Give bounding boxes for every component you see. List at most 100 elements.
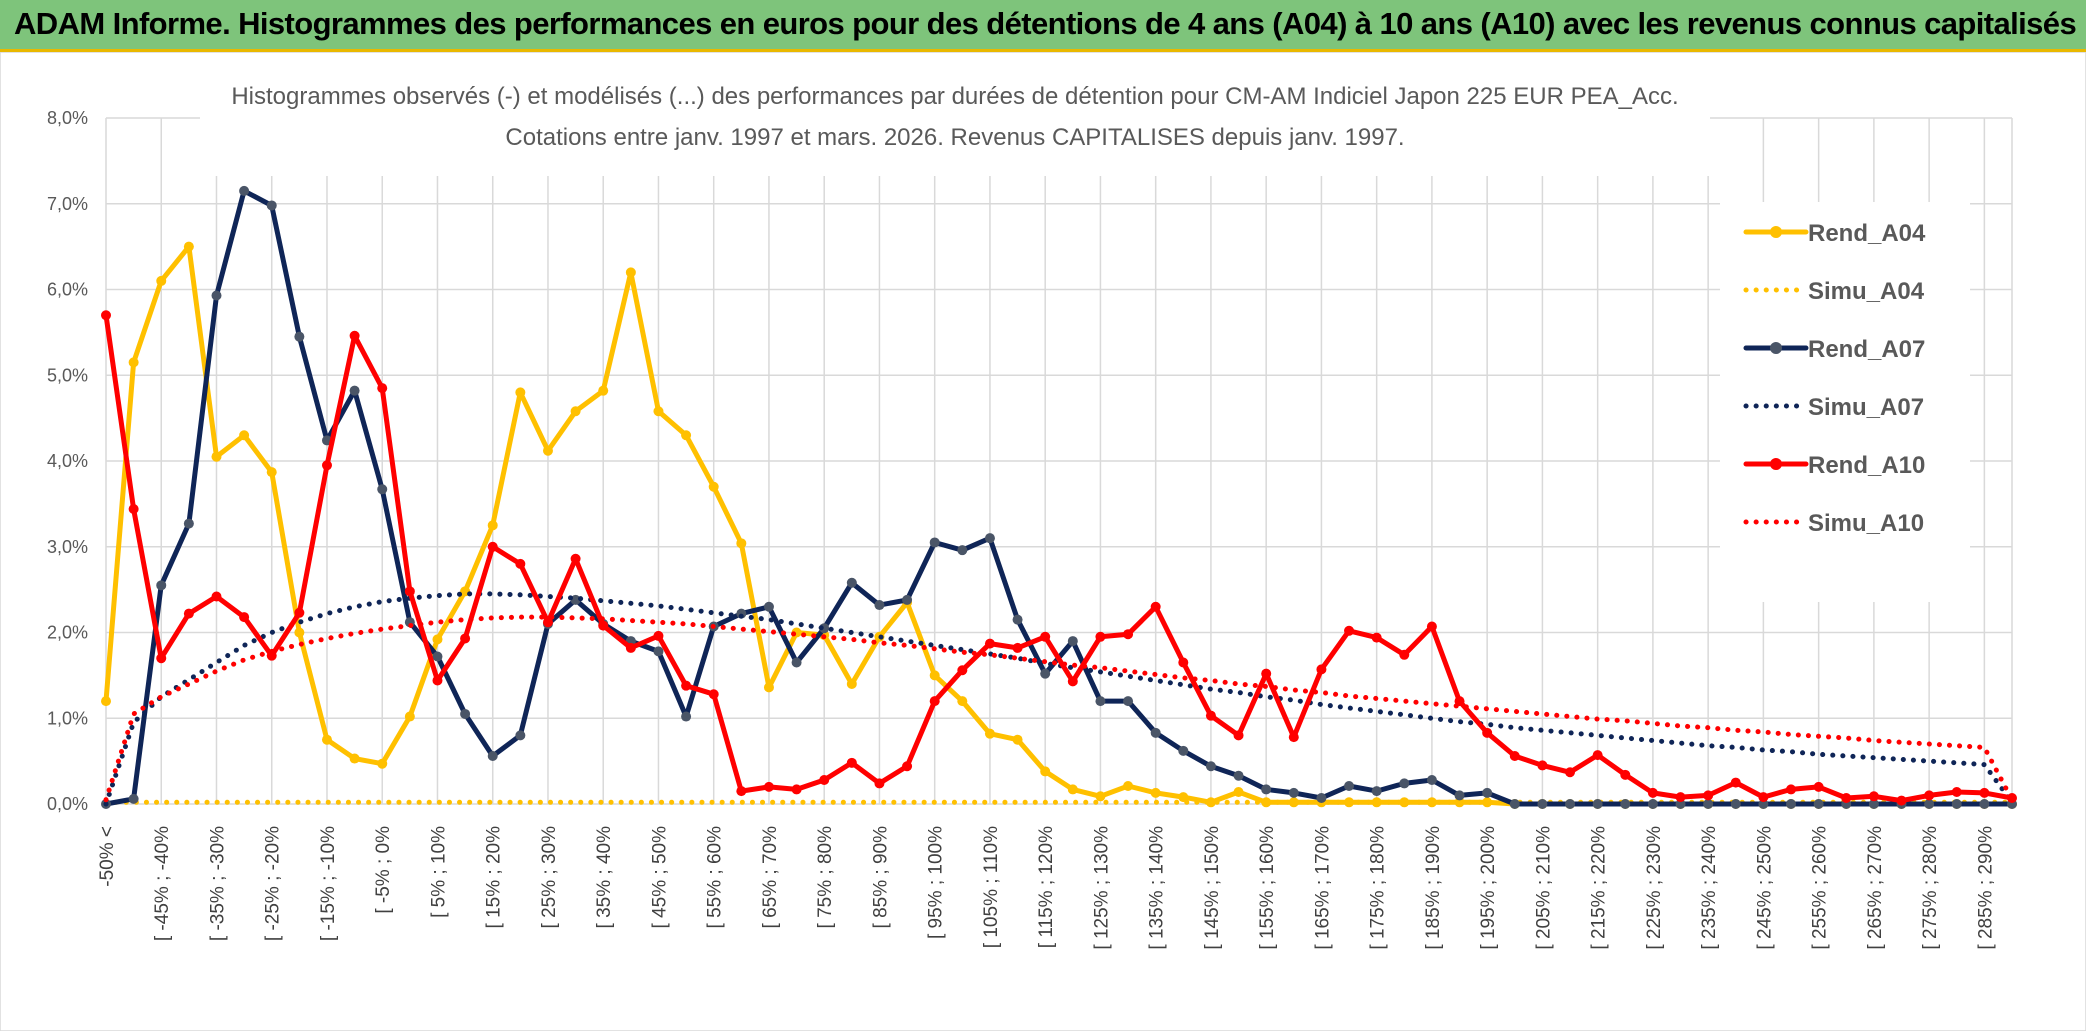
data-point-rend-a04 bbox=[404, 711, 415, 722]
data-point-rend-a07 bbox=[984, 533, 995, 544]
data-point-rend-a10 bbox=[570, 553, 581, 564]
data-point-rend-a04 bbox=[128, 357, 139, 368]
data-point-rend-a07 bbox=[156, 580, 167, 591]
x-tick-label: [ 105% ; 110% bbox=[981, 826, 1002, 948]
data-point-rend-a04 bbox=[101, 696, 111, 707]
data-point-rend-a10 bbox=[1012, 642, 1023, 653]
data-point-rend-a07 bbox=[1344, 780, 1355, 791]
series-line-simu-a07 bbox=[103, 591, 2015, 807]
data-point-rend-a10 bbox=[1509, 750, 1520, 761]
data-point-rend-a04 bbox=[183, 241, 194, 252]
data-point-rend-a07 bbox=[1012, 614, 1023, 625]
data-point-rend-a04 bbox=[1067, 784, 1078, 795]
data-point-rend-a07 bbox=[1205, 761, 1216, 772]
data-point-rend-a04 bbox=[984, 728, 995, 739]
data-point-rend-a07 bbox=[929, 537, 940, 548]
data-point-rend-a10 bbox=[294, 607, 305, 618]
data-point-rend-a10 bbox=[1288, 732, 1299, 743]
x-tick-label: [ 125% ; 130% bbox=[1091, 826, 1112, 950]
data-point-rend-a10 bbox=[321, 460, 332, 471]
data-point-rend-a10 bbox=[1178, 657, 1189, 668]
data-point-rend-a07 bbox=[1426, 774, 1437, 785]
data-point-rend-a07 bbox=[1178, 745, 1189, 756]
data-point-rend-a07 bbox=[1399, 778, 1410, 789]
x-tick-label: [ 35% ; 40% bbox=[594, 826, 615, 929]
data-point-rend-a07 bbox=[1758, 799, 1769, 809]
data-point-rend-a10 bbox=[1371, 632, 1382, 643]
report-header-banner: ADAM Informe. Histogrammes des performan… bbox=[0, 0, 2086, 52]
x-axis-tick-labels: -50% < [ -45% ; -40% [ -35% ; -30% [ -25% ;… bbox=[97, 826, 1996, 950]
x-tick-label: [ 175% ; 180% bbox=[1368, 826, 1389, 950]
data-point-rend-a10 bbox=[1675, 792, 1686, 803]
data-point-rend-a10 bbox=[377, 383, 388, 394]
chart-frame: 0,0% 1,0% 2,0% 3,0% 4,0% 5,0% 6,0% 7,0% 8,0% -50… bbox=[0, 52, 2086, 1031]
data-point-rend-a10 bbox=[1344, 625, 1355, 636]
data-point-rend-a10 bbox=[487, 541, 498, 552]
data-point-rend-a10 bbox=[625, 642, 636, 653]
x-tick-label: [ 255% ; 260% bbox=[1810, 826, 1831, 950]
y-tick-label: 5,0% bbox=[47, 365, 88, 385]
data-point-rend-a10 bbox=[791, 784, 802, 795]
data-point-rend-a07 bbox=[1730, 799, 1741, 809]
data-point-rend-a07 bbox=[1786, 799, 1797, 809]
data-point-rend-a04 bbox=[1150, 787, 1161, 798]
data-point-rend-a10 bbox=[1123, 629, 1134, 640]
data-point-rend-a07 bbox=[377, 484, 388, 495]
data-point-rend-a04 bbox=[542, 445, 553, 456]
data-point-rend-a04 bbox=[211, 451, 222, 462]
data-point-rend-a07 bbox=[211, 290, 222, 301]
x-tick-label: [ 215% ; 220% bbox=[1589, 826, 1610, 950]
data-point-rend-a07 bbox=[1813, 799, 1824, 809]
data-point-rend-a04 bbox=[681, 430, 692, 441]
data-point-rend-a07 bbox=[1537, 799, 1548, 809]
y-axis-tick-labels: 0,0% 1,0% 2,0% 3,0% 4,0% 5,0% 6,0% 7,0% 8,0% bbox=[47, 108, 88, 814]
x-tick-label: [ -25% ; -20% bbox=[263, 826, 284, 941]
data-point-rend-a04 bbox=[1233, 786, 1244, 797]
data-point-rend-a04 bbox=[653, 406, 664, 417]
x-tick-label: -50% < bbox=[97, 826, 118, 887]
y-tick-label: 1,0% bbox=[47, 708, 88, 728]
data-point-rend-a04 bbox=[1095, 791, 1106, 802]
report-header-title: ADAM Informe. Histogrammes des performan… bbox=[14, 6, 2077, 41]
data-point-rend-a07 bbox=[902, 594, 913, 605]
data-point-rend-a10 bbox=[1482, 727, 1493, 738]
data-point-rend-a10 bbox=[653, 630, 664, 641]
data-point-rend-a07 bbox=[1233, 770, 1244, 781]
data-point-rend-a10 bbox=[1703, 790, 1714, 801]
data-point-rend-a04 bbox=[432, 634, 443, 645]
data-point-rend-a10 bbox=[1261, 668, 1272, 679]
data-point-rend-a07 bbox=[1675, 799, 1686, 809]
data-point-rend-a07 bbox=[1565, 799, 1576, 809]
data-point-rend-a10 bbox=[460, 633, 471, 644]
data-point-rend-a04 bbox=[1178, 792, 1189, 803]
data-point-rend-a04 bbox=[1399, 797, 1410, 808]
data-point-rend-a04 bbox=[266, 467, 277, 478]
data-point-rend-a10 bbox=[1067, 676, 1078, 687]
legend-marker-rend-a07 bbox=[1770, 342, 1782, 354]
data-point-rend-a10 bbox=[128, 504, 139, 515]
data-point-rend-a10 bbox=[432, 675, 443, 686]
data-point-rend-a10 bbox=[1730, 777, 1741, 788]
x-tick-label: [ 185% ; 190% bbox=[1423, 826, 1444, 950]
data-point-rend-a10 bbox=[708, 689, 719, 700]
x-tick-label: [ 85% ; 90% bbox=[870, 826, 891, 929]
data-point-rend-a10 bbox=[1565, 767, 1576, 778]
data-point-rend-a07 bbox=[1288, 787, 1299, 798]
x-tick-label: [ 5% ; 10% bbox=[428, 826, 449, 918]
data-point-rend-a04 bbox=[846, 678, 857, 689]
data-point-rend-a10 bbox=[156, 653, 167, 664]
data-point-rend-a10 bbox=[1841, 792, 1852, 803]
x-tick-label: [ 145% ; 150% bbox=[1202, 826, 1223, 950]
data-point-rend-a10 bbox=[819, 774, 830, 785]
data-point-rend-a10 bbox=[681, 680, 692, 691]
y-tick-label: 0,0% bbox=[47, 794, 88, 814]
data-point-rend-a10 bbox=[1040, 631, 1051, 642]
data-point-rend-a07 bbox=[432, 651, 443, 662]
x-tick-label: [ 275% ; 280% bbox=[1920, 826, 1941, 950]
data-point-rend-a10 bbox=[183, 608, 194, 619]
data-point-rend-a04 bbox=[349, 753, 360, 764]
data-point-rend-a10 bbox=[211, 591, 222, 602]
data-point-rend-a04 bbox=[1205, 797, 1216, 808]
data-point-rend-a10 bbox=[1316, 664, 1327, 675]
data-point-rend-a10 bbox=[957, 665, 968, 676]
